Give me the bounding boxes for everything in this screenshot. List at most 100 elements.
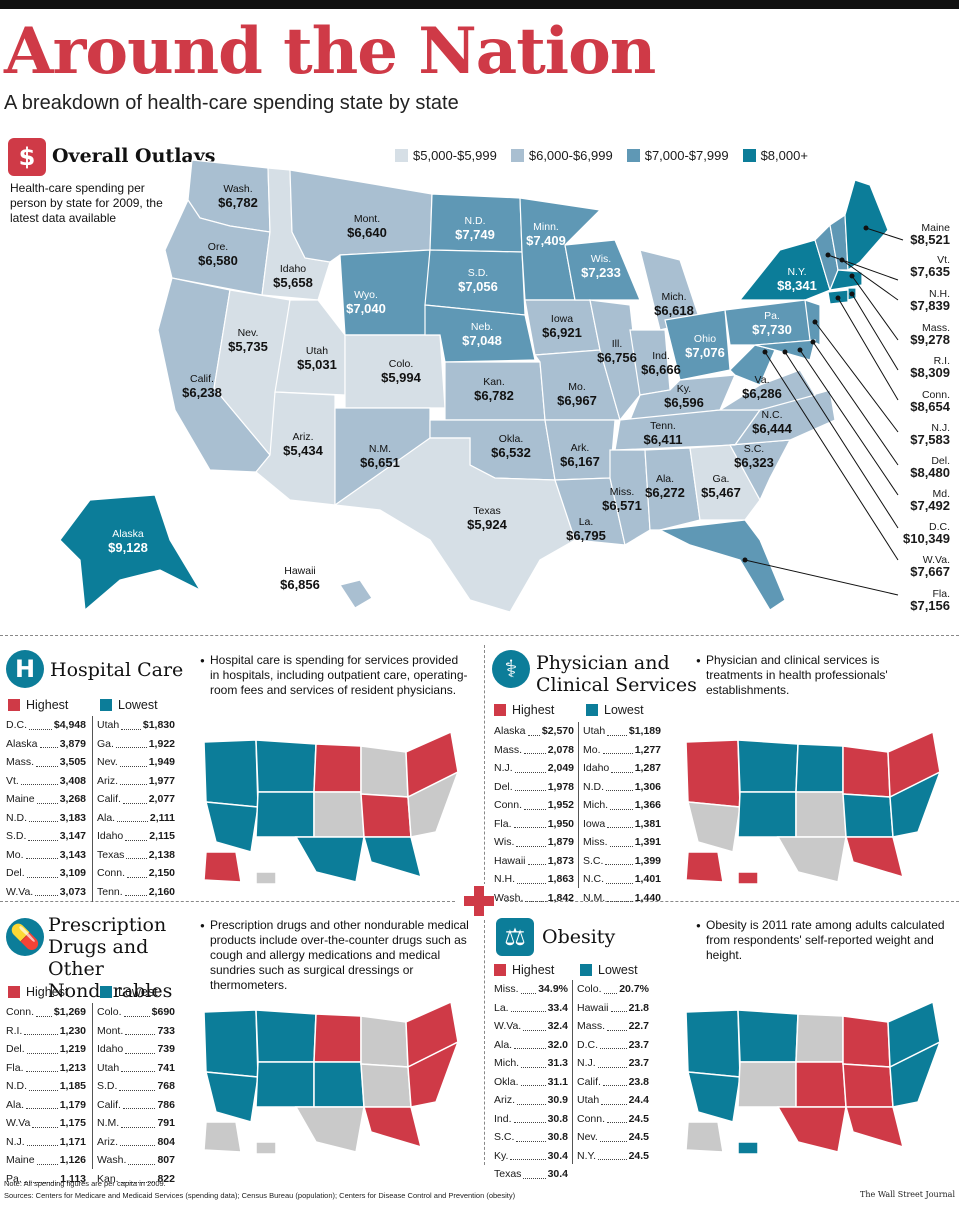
callout-md: Md. $7,492	[910, 488, 950, 513]
list-item-value: 22.7	[628, 1020, 649, 1032]
dot-leader	[607, 1110, 627, 1123]
state-alaska	[59, 494, 202, 612]
legend-label: $5,000-$5,999	[413, 148, 497, 163]
list-item-state: N.C.	[583, 873, 604, 885]
label-miss-value: $6,571	[602, 498, 642, 513]
label-ind-value: $6,666	[641, 362, 681, 377]
list-item-state: Del.	[494, 780, 513, 793]
list-item: N.H. 1,863	[494, 870, 574, 889]
plus-cross-icon	[462, 884, 496, 918]
mini-map-region	[737, 871, 759, 885]
list-item-state: Ala.	[97, 811, 116, 824]
label-mont-name: Mont.	[354, 213, 380, 225]
list-item-value: 768	[157, 1080, 175, 1092]
dot-leader	[36, 1003, 52, 1017]
list-item-state: Pa.	[6, 1172, 22, 1185]
label-colo-value: $5,994	[381, 370, 422, 385]
label-tenn-name: Tenn.	[650, 420, 676, 432]
prescription-mini-map	[203, 1000, 460, 1155]
list-item-value: 1,399	[634, 854, 661, 867]
state-wis	[564, 239, 641, 301]
dot-leader	[603, 980, 618, 994]
dot-leader	[115, 735, 147, 748]
list-item-value: 822	[157, 1172, 175, 1185]
dot-leader	[610, 999, 627, 1012]
list-item-value: $690	[151, 1006, 175, 1018]
physician-description: Physician and clinical services is treat…	[696, 653, 936, 698]
mini-map-region	[842, 745, 891, 798]
list-item-state: Wis.	[494, 836, 515, 848]
list-item-state: Calif.	[577, 1075, 601, 1088]
mini-map-region	[737, 739, 799, 793]
list-item: Del. 1,978	[494, 778, 574, 797]
mini-map-region	[795, 743, 844, 793]
red-swatch	[8, 986, 20, 998]
callout-mass: Mass. $9,278	[910, 322, 950, 347]
mini-map-region	[776, 1106, 847, 1153]
list-item: N.Y. 24.5	[577, 1147, 649, 1166]
list-item: Fla. 1,213	[6, 1059, 86, 1078]
list-item-state: Utah	[577, 1094, 600, 1106]
list-item-state: Colo.	[97, 1006, 122, 1018]
mini-map-region	[737, 1141, 759, 1155]
list-item-state: Fla.	[494, 817, 512, 830]
list-item: W.Va. 3,073	[6, 883, 86, 902]
mini-map-region	[255, 739, 317, 793]
callout-ri: R.I. $8,309	[910, 355, 950, 380]
label-okla-value: $6,532	[491, 445, 531, 460]
label-wyo-name: Wyo.	[354, 289, 378, 301]
credit: The Wall Street Journal	[860, 1190, 955, 1199]
mini-map-region	[737, 1061, 797, 1108]
label-la-value: $6,795	[566, 528, 606, 543]
list-item-state: Del.	[6, 867, 25, 879]
list-item-state: S.C.	[583, 854, 604, 867]
label-texas-value: $5,924	[467, 517, 508, 532]
label-nev-value: $5,735	[228, 339, 268, 354]
list-item: Mass. 22.7	[577, 1017, 649, 1036]
dot-leader	[606, 870, 633, 884]
label-sd-value: $7,056	[458, 279, 498, 294]
list-item: Del. 1,219	[6, 1040, 86, 1059]
mini-map-region	[687, 1071, 741, 1123]
callout-conn: Conn. $8,654	[910, 389, 950, 414]
state-wva	[729, 344, 776, 386]
label-nd-name: N.D.	[465, 215, 486, 227]
dot-leader	[32, 1114, 58, 1128]
dot-leader	[609, 833, 633, 847]
state-maine	[844, 179, 889, 272]
list-item: Utah 24.4	[577, 1091, 649, 1110]
dot-leader	[28, 827, 58, 841]
dot-leader	[510, 1147, 546, 1160]
dot-leader	[514, 778, 546, 791]
list-item-state: Hawaii	[494, 854, 526, 867]
label-iowa-name: Iowa	[551, 313, 573, 325]
list-item-value: 2,077	[148, 793, 175, 805]
hospital-lowest-head: Lowest	[100, 698, 158, 712]
label-va-value: $6,286	[742, 386, 782, 401]
label-miss-name: Miss.	[610, 486, 635, 498]
list-item-state: Conn.	[577, 1112, 606, 1125]
dot-leader	[29, 809, 58, 822]
list-item: Mo. 3,143	[6, 846, 86, 865]
mini-map-region	[842, 793, 894, 838]
list-item-value: 1,977	[148, 774, 175, 787]
legend-swatch	[626, 149, 640, 162]
label-texas-name: Texas	[473, 505, 500, 517]
label-ky-name: Ky.	[677, 383, 691, 395]
dot-leader	[601, 1091, 627, 1105]
list-item-state: Idaho	[97, 830, 124, 842]
label-calif-value: $6,238	[182, 385, 222, 400]
label-iowa-value: $6,921	[542, 325, 582, 340]
list-item-state: Nev.	[577, 1131, 598, 1143]
list-item-value: 2,111	[149, 811, 175, 824]
list-item-value: 32.4	[547, 1020, 568, 1032]
state-ohio	[664, 309, 731, 381]
physician-highest-list: Alaska $2,570 Mass. 2,078 N.J. 2,049 Del. 1,978…	[494, 722, 574, 907]
callout-nh: N.H. $7,839	[910, 288, 950, 313]
callout-wva: W.Va. $7,667	[910, 554, 950, 579]
list-item: R.I. 1,230	[6, 1022, 86, 1041]
list-item-value: 804	[157, 1135, 175, 1148]
list-item-state: Mass.	[6, 756, 35, 768]
dot-leader	[527, 852, 546, 865]
dot-leader	[123, 1003, 150, 1017]
